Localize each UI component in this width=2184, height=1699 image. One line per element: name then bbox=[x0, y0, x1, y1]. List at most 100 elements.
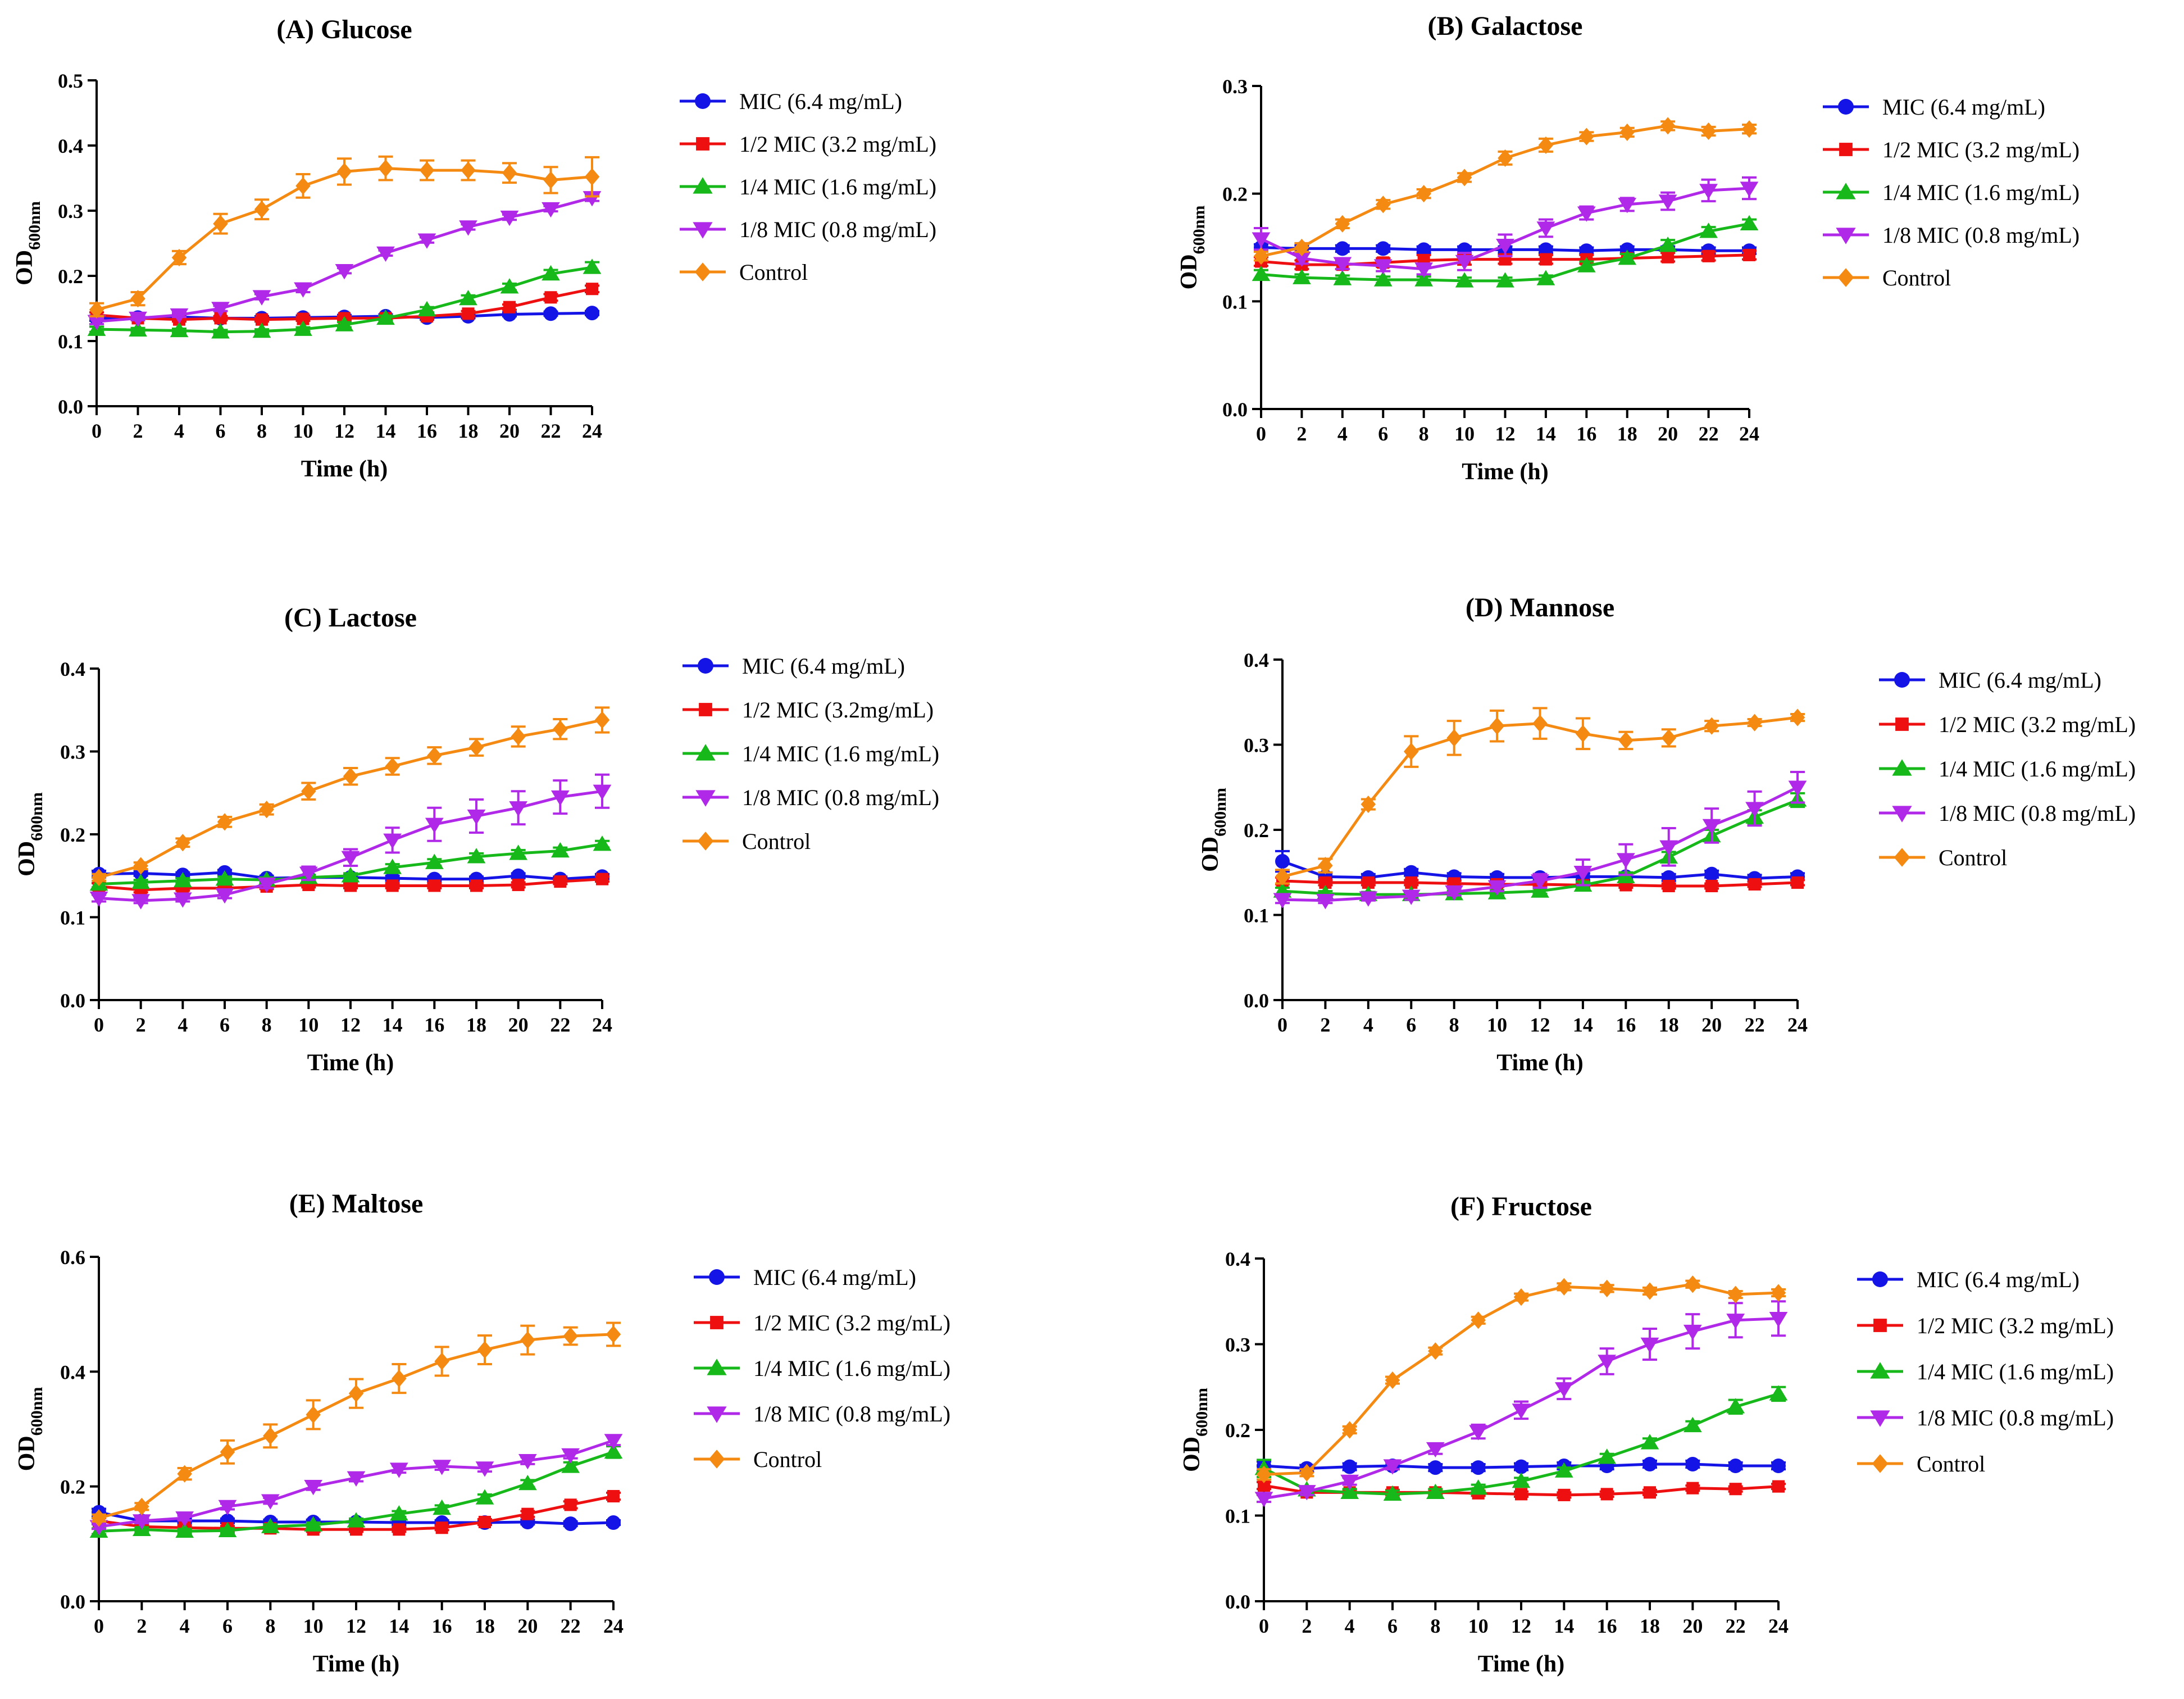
y-tick-label: 0.1 bbox=[1225, 1505, 1250, 1528]
x-tick-label: 20 bbox=[1682, 1615, 1703, 1637]
y-axis-title-subscript: 600nm bbox=[25, 201, 44, 250]
data-point bbox=[1769, 1385, 1788, 1401]
x-tick-label: 10 bbox=[1454, 423, 1475, 445]
legend-marker bbox=[1894, 672, 1910, 688]
data-point bbox=[417, 233, 436, 249]
data-point bbox=[1729, 1483, 1742, 1496]
data-point bbox=[459, 290, 477, 306]
data-point bbox=[500, 278, 519, 294]
y-tick-label: 0.2 bbox=[1244, 819, 1269, 842]
x-tick-label: 2 bbox=[133, 420, 143, 442]
x-tick-label: 8 bbox=[1419, 423, 1429, 445]
x-tick-label: 4 bbox=[1363, 1014, 1373, 1036]
legend-label: 1/4 MIC (1.6 mg/mL) bbox=[1939, 756, 2136, 782]
data-point bbox=[335, 264, 354, 280]
data-point bbox=[1414, 262, 1434, 278]
data-point bbox=[1446, 729, 1462, 747]
data-point bbox=[214, 312, 227, 325]
series-control bbox=[89, 155, 600, 319]
series-line bbox=[96, 196, 593, 323]
data-point bbox=[542, 265, 560, 281]
data-point bbox=[1375, 196, 1391, 213]
data-point bbox=[467, 809, 486, 825]
x-tick-label: 20 bbox=[508, 1014, 529, 1036]
data-point bbox=[467, 848, 486, 864]
data-point bbox=[378, 160, 393, 178]
data-point bbox=[428, 879, 441, 892]
y-tick-label: 0.3 bbox=[1222, 75, 1248, 98]
x-tick-label: 4 bbox=[180, 1615, 190, 1637]
x-tick-label: 0 bbox=[92, 420, 102, 442]
data-point bbox=[1469, 1479, 1488, 1495]
x-tick-label: 4 bbox=[178, 1014, 188, 1036]
data-point bbox=[299, 866, 318, 882]
x-tick-label: 8 bbox=[1449, 1014, 1459, 1036]
data-point bbox=[1253, 247, 1269, 265]
data-point bbox=[347, 1512, 366, 1528]
data-point bbox=[386, 879, 399, 892]
data-point bbox=[1554, 1462, 1573, 1478]
x-tick-label: 4 bbox=[174, 420, 184, 442]
series-eighth bbox=[1254, 1300, 1788, 1507]
series-control bbox=[1256, 1275, 1786, 1483]
data-point bbox=[257, 877, 276, 893]
x-tick-label: 0 bbox=[1277, 1014, 1287, 1036]
data-point bbox=[177, 1465, 192, 1483]
x-tick-label: 6 bbox=[1387, 1615, 1398, 1637]
data-point bbox=[1791, 876, 1804, 889]
data-point bbox=[1575, 725, 1591, 743]
x-tick-label: 10 bbox=[1468, 1615, 1489, 1637]
data-point bbox=[1662, 879, 1675, 893]
data-point bbox=[1643, 1486, 1657, 1499]
legend-marker bbox=[1870, 1410, 1890, 1427]
series-control bbox=[1253, 117, 1757, 265]
data-point bbox=[218, 1521, 237, 1538]
data-point bbox=[561, 1457, 580, 1473]
data-point bbox=[1333, 257, 1352, 272]
x-tick-label: 16 bbox=[1597, 1615, 1617, 1637]
series-line bbox=[1263, 1283, 1779, 1476]
legend-label: MIC (6.4 mg/mL) bbox=[1917, 1267, 2080, 1292]
data-point bbox=[1496, 238, 1514, 255]
y-tick-label: 0.6 bbox=[60, 1246, 85, 1269]
data-point bbox=[389, 1462, 408, 1478]
data-point bbox=[1361, 795, 1376, 814]
x-tick-label: 4 bbox=[1345, 1615, 1355, 1637]
data-point bbox=[376, 246, 395, 262]
data-point bbox=[1640, 1337, 1659, 1353]
x-tick-label: 24 bbox=[582, 420, 602, 442]
data-point bbox=[521, 1507, 534, 1520]
data-point bbox=[170, 308, 189, 324]
legend: MIC (6.4 mg/mL) 1/2 MIC (3.2 mg/mL) 1/4 MI… bbox=[680, 89, 936, 285]
data-point bbox=[175, 1522, 194, 1538]
data-point bbox=[294, 282, 312, 298]
data-point bbox=[502, 164, 517, 182]
data-point bbox=[1704, 866, 1719, 882]
data-point bbox=[511, 728, 526, 746]
legend-marker bbox=[1836, 228, 1856, 244]
series-line bbox=[1282, 716, 1798, 878]
data-point bbox=[503, 301, 516, 314]
y-axis-title: OD600nm bbox=[1198, 788, 1230, 872]
data-point bbox=[392, 1369, 407, 1388]
data-point bbox=[89, 301, 104, 319]
x-tick-label: 22 bbox=[550, 1014, 570, 1036]
data-point bbox=[1699, 184, 1718, 199]
data-point bbox=[393, 1523, 406, 1536]
x-tick-label: 6 bbox=[1406, 1014, 1416, 1036]
x-tick-label: 24 bbox=[1787, 1014, 1808, 1036]
data-point bbox=[478, 1515, 492, 1529]
data-point bbox=[1558, 1488, 1571, 1501]
data-point bbox=[1745, 802, 1764, 817]
data-point bbox=[475, 1461, 494, 1477]
data-point bbox=[1748, 878, 1761, 891]
legend-label: Control bbox=[1882, 265, 1951, 290]
data-point bbox=[1487, 880, 1507, 896]
data-point bbox=[1577, 206, 1596, 222]
data-point bbox=[263, 1427, 278, 1445]
data-point bbox=[1404, 865, 1419, 880]
y-tick-label: 0.0 bbox=[60, 989, 85, 1012]
data-point bbox=[607, 1489, 620, 1503]
